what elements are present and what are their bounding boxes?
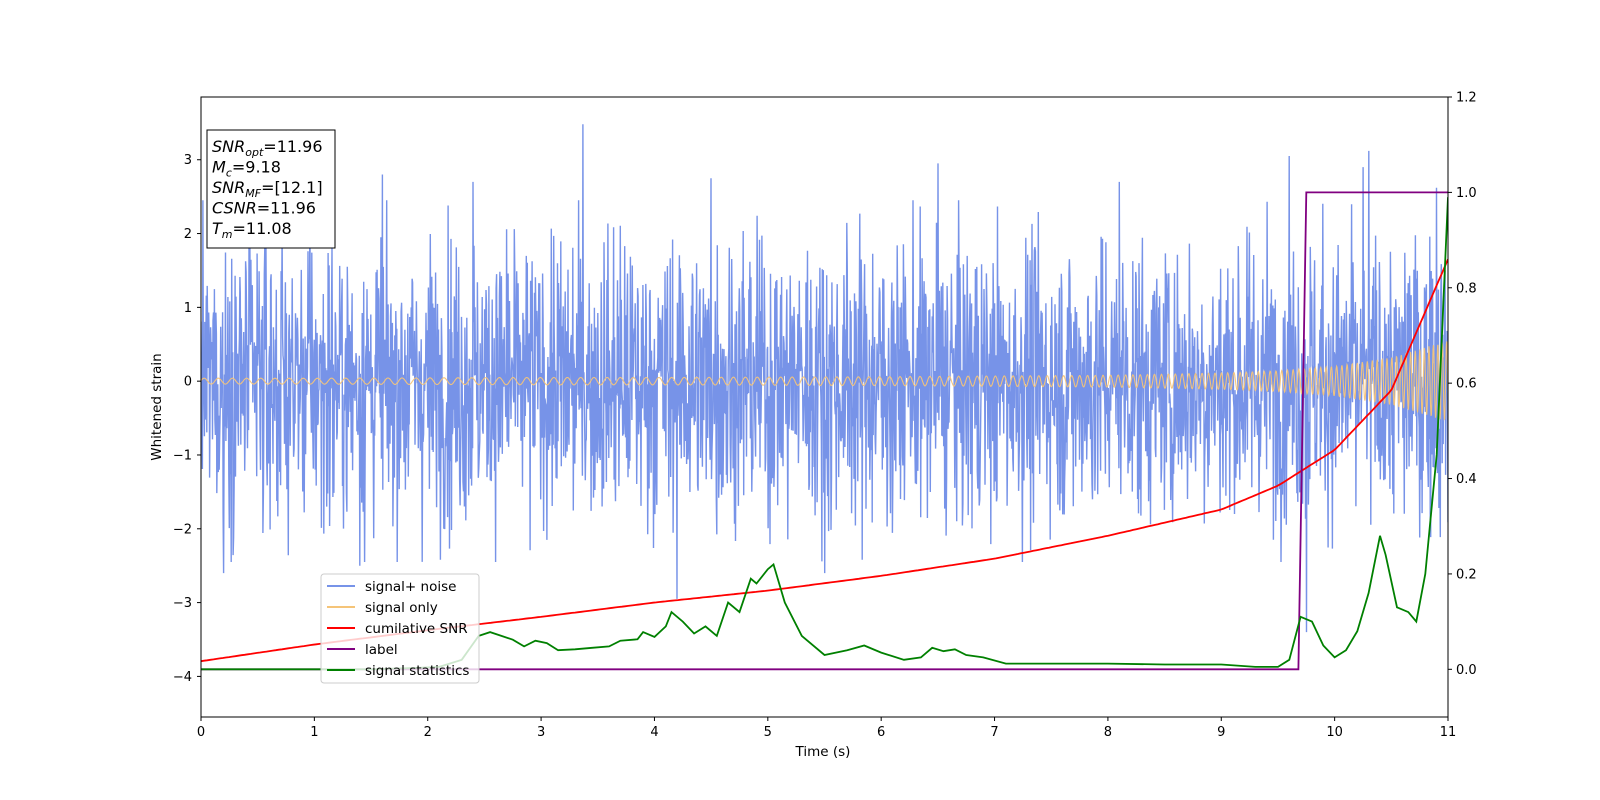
y-tick-label: 2 <box>184 227 192 242</box>
y2-tick-label: 1.0 <box>1456 186 1477 201</box>
x-tick-label: 7 <box>990 725 998 740</box>
y2-tick-label: 0.2 <box>1456 567 1477 582</box>
info-box-line: Mc=9.18 <box>212 158 281 180</box>
plot-frame <box>200 96 1449 718</box>
y2-tick-label: 1.2 <box>1456 91 1477 106</box>
x-tick-label: 8 <box>1104 725 1112 740</box>
legend-entry: cumilative SNR <box>365 621 468 637</box>
legend-entry: signal+ noise <box>365 579 456 595</box>
signal-only-line <box>201 341 1448 421</box>
y2-tick-label: 0.8 <box>1456 281 1477 296</box>
y-tick-label: 0 <box>184 375 192 390</box>
y-tick-label: −2 <box>173 522 192 537</box>
y2-tick-label: 0.0 <box>1456 663 1477 678</box>
x-tick-label: 3 <box>537 725 545 740</box>
label-line <box>201 191 1448 671</box>
x-tick-label: 6 <box>877 725 885 740</box>
y2-tick-label: 0.4 <box>1456 472 1477 487</box>
x-tick-label: 5 <box>764 725 772 740</box>
info-box-line: Tm=11.08 <box>212 219 292 241</box>
legend-entry: label <box>365 642 398 658</box>
info-box-line: SNRMF=[12.1] <box>212 178 323 200</box>
x-tick-label: 1 <box>310 725 318 740</box>
signal-noise-line <box>201 124 1448 633</box>
x-axis-label: Time (s) <box>795 744 851 760</box>
axes-layer: 0 1 2 3 4 5 6 7 8 9 10 113210−1−2−3−41.21.00.80.60.… <box>173 91 1477 741</box>
x-tick-label: 11 <box>1440 725 1457 740</box>
x-tick-label: 4 <box>650 725 658 740</box>
x-tick-label: 9 <box>1217 725 1225 740</box>
legend: signal+ noise signal only cumilative SNR la… <box>320 573 480 684</box>
legend-entry: signal statistics <box>365 663 469 679</box>
legend-frame <box>320 573 480 684</box>
x-tick-label: 10 <box>1326 725 1343 740</box>
y-tick-label: 1 <box>184 301 192 316</box>
x-tick-label: 2 <box>424 725 432 740</box>
y-tick-label: 3 <box>184 153 192 168</box>
info-box: SNRopt=11.96Mc=9.18SNRMF=[12.1]CSNR=11.9… <box>206 129 336 249</box>
y-tick-label: −1 <box>173 448 192 463</box>
info-box-line: CSNR=11.96 <box>212 199 316 218</box>
y2-tick-label: 0.6 <box>1456 377 1477 392</box>
legend-entry: signal only <box>365 600 438 616</box>
y-axis-label: Whitened strain <box>149 353 165 460</box>
info-box-frame <box>206 129 336 249</box>
y-tick-label: −4 <box>173 670 192 685</box>
x-tick-label: 0 <box>197 725 205 740</box>
y-tick-label: −3 <box>173 596 192 611</box>
info-box-line: SNRopt=11.96 <box>212 137 323 159</box>
signal-statistics-line <box>201 197 1448 671</box>
